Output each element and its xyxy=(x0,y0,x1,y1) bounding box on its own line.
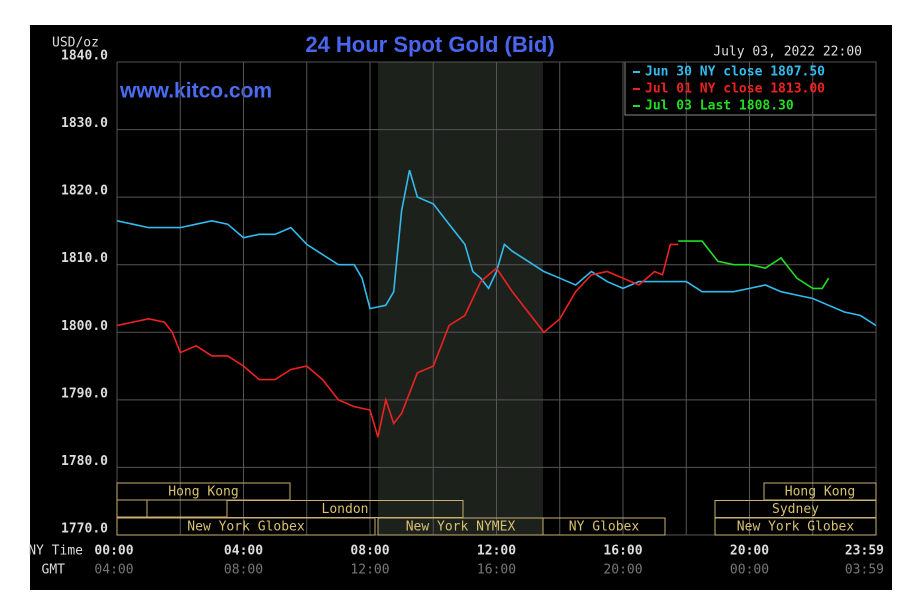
y-tick-label: 1770.0 xyxy=(61,522,108,537)
x-tick-label: 23:59 xyxy=(845,544,884,559)
y-tick-label: 1820.0 xyxy=(61,184,108,199)
gmt-tick-label: 20:00 xyxy=(603,563,642,578)
shaded-session xyxy=(378,62,543,535)
x-tick-label: 20:00 xyxy=(730,544,769,559)
y-tick-label: 1810.0 xyxy=(61,251,108,266)
legend-label: Jul 03 Last 1808.30 xyxy=(645,99,794,114)
chart-title: 24 Hour Spot Gold (Bid) xyxy=(305,32,554,57)
session-label: Sydney xyxy=(772,502,819,517)
series-line xyxy=(678,240,830,290)
x-tick-label: 08:00 xyxy=(350,544,389,559)
session-label: Hong Kong xyxy=(168,485,238,500)
x-tick-label: 16:00 xyxy=(603,544,642,559)
session-label: NY Globex xyxy=(569,520,640,535)
watermark: www.kitco.com xyxy=(119,80,272,103)
x-tick-label: 00:00 xyxy=(94,544,133,559)
x-tick-label: 04:00 xyxy=(224,544,263,559)
x-tick-label: 12:00 xyxy=(477,544,516,559)
y-tick-label: 1830.0 xyxy=(61,116,108,131)
gmt-tick-label: 08:00 xyxy=(224,563,263,578)
y-tick-label: 1780.0 xyxy=(61,454,108,469)
timestamp: July 03, 2022 22:00 xyxy=(713,45,862,60)
gmt-tick-label: 12:00 xyxy=(350,563,389,578)
y-unit: USD/oz xyxy=(52,36,99,51)
y-tick-label: 1790.0 xyxy=(61,386,108,401)
session-label: New York Globex xyxy=(737,520,855,535)
y-tick-label: 1840.0 xyxy=(61,49,108,64)
session-label: New York Globex xyxy=(187,520,305,535)
series-line xyxy=(116,243,679,438)
session-label: Hong Kong xyxy=(785,485,855,500)
session-box xyxy=(116,517,376,536)
session-label: London xyxy=(322,502,369,517)
session-box xyxy=(714,517,877,536)
row-label: NY Time xyxy=(28,544,83,559)
gmt-tick-label: 04:00 xyxy=(94,563,133,578)
session-box xyxy=(116,482,291,501)
gmt-tick-label: 16:00 xyxy=(477,563,516,578)
gmt-tick-label: 00:00 xyxy=(730,563,769,578)
session-label: New York NYMEX xyxy=(406,520,516,535)
legend-label: Jun 30 NY close 1807.50 xyxy=(645,65,825,80)
series-line xyxy=(116,169,877,327)
legend-label: Jul 01 NY close 1813.00 xyxy=(645,82,825,97)
session-box xyxy=(542,517,666,536)
gmt-tick-label: 03:59 xyxy=(845,563,884,578)
row-label: GMT xyxy=(42,563,66,578)
y-tick-label: 1800.0 xyxy=(61,319,108,334)
